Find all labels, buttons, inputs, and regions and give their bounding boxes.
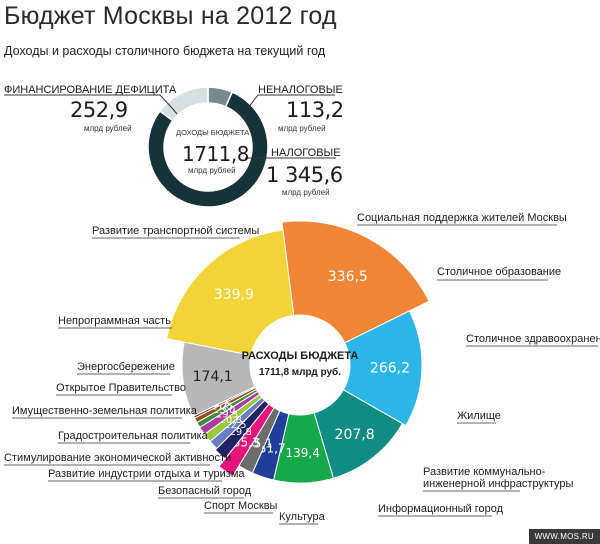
expense-slice-развитие-транспортной-системы (165, 229, 295, 356)
expense-value-label: 207,8 (335, 427, 375, 443)
income-center-label: ДОХОДЫ БЮДЖЕТА (176, 128, 250, 137)
label-urban-planning: Градостроительная политика (58, 430, 208, 442)
expense-value-label: 139,4 (286, 446, 320, 460)
income-label-nontax: НЕНАЛОГОВЫЕ (258, 84, 343, 96)
income-label-deficit: ФИНАНСИРОВАНИЕ ДЕФИЦИТА (4, 84, 177, 96)
label-info-city: Информационный город (378, 503, 504, 515)
income-leader-line (171, 107, 178, 115)
expense-value-label: 174,1 (193, 369, 233, 385)
page-title: Бюджет Москвы на 2012 год (4, 2, 337, 30)
income-center-unit: млрд рублей (188, 166, 236, 175)
income-value-tax: 1 345,6 (266, 163, 343, 187)
expense-slice-столичное-образование (342, 310, 423, 427)
income-value-nontax: 113,2 (286, 98, 344, 122)
expense-slice-социальная-поддержка-жителей-москвы (281, 220, 430, 344)
label-sport: Спорт Москвы (204, 500, 278, 512)
expense-value-label: 29,8 (230, 427, 252, 438)
income-slice-0 (158, 86, 209, 122)
expense-value-label: 19,3 (216, 410, 238, 421)
label-housing: Жилище (457, 410, 501, 422)
income-unit-tax: млрд рублей (282, 188, 330, 197)
income-leader-line (4, 94, 173, 109)
label-utilities: Развитие коммунально-инженерной инфрастр… (423, 466, 574, 490)
income-value-deficit: 252,9 (70, 98, 128, 122)
expense-value-label: 336,5 (328, 269, 368, 285)
expense-value-label: 0,7 (213, 398, 229, 409)
income-unit-deficit: млрд рублей (84, 124, 132, 133)
expenses-center-title: РАСХОДЫ БЮДЖЕТА (242, 350, 359, 362)
label-energy: Энергосбережение (77, 361, 175, 373)
income-label-tax: НАЛОГОВЫЕ (271, 147, 341, 159)
expense-value-label: 339,9 (214, 287, 254, 303)
label-transport: Развитие транспортной системы (92, 225, 260, 237)
expense-value-label: 5,2 (213, 399, 229, 410)
label-economy: Стимулирование экономической активности (4, 452, 232, 464)
label-culture: Культура (279, 511, 325, 523)
label-social-support: Социальная поддержка жителей Москвы (357, 212, 567, 224)
expense-value-label: 11,5 (211, 402, 233, 413)
label-non-program: Непрограммная часть (58, 315, 171, 327)
source-badge: WWW.MOS.RU (528, 529, 600, 544)
label-property: Имущественно-земельная политика (12, 405, 197, 417)
label-safe-city: Безопасный город (158, 485, 252, 497)
expense-value-label: 51,7 (259, 442, 286, 456)
income-leader-line (247, 94, 259, 109)
expense-value-label: 13,0 (213, 405, 235, 416)
label-open-gov: Открытое Правительство (56, 382, 186, 394)
income-slice-2 (147, 91, 269, 208)
expenses-center (251, 316, 349, 414)
expense-value-label: 266,2 (370, 361, 410, 377)
income-unit-nontax: млрд рублей (278, 124, 326, 133)
label-healthcare: Столичное здравоохранение (466, 333, 600, 345)
label-education: Столичное образование (437, 266, 562, 278)
expenses-center-value: 1711,8 млрд руб. (259, 366, 341, 378)
expense-value-label: 20,8 (220, 415, 242, 426)
income-center-total: 1711,8 (182, 142, 249, 166)
label-tourism: Развитие индустрии отдыха и туризма (48, 468, 245, 480)
expense-value-label: 22,5 (224, 420, 246, 431)
page-subtitle: Доходы и расходы столичного бюджета на т… (4, 44, 326, 58)
